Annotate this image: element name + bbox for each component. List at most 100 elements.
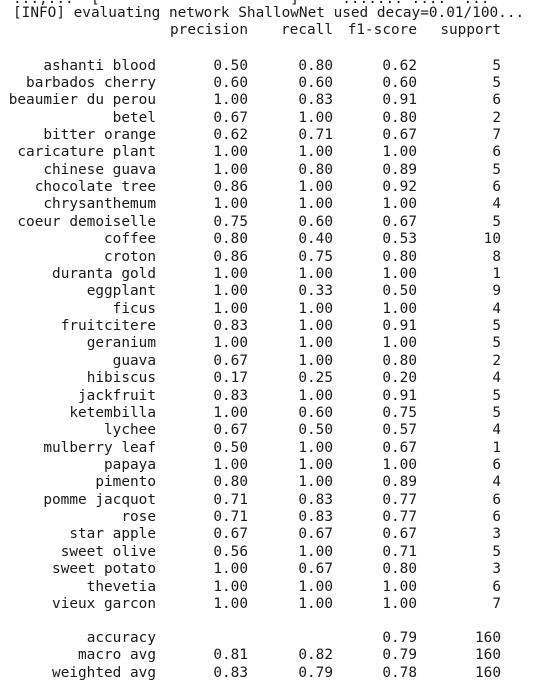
table-row: croton 0.86 0.75 0.80 8 <box>0 249 536 266</box>
recall-value: 1.00 <box>298 457 333 473</box>
precision-value: 0.71 <box>213 509 248 526</box>
support-value: 5 <box>492 335 501 352</box>
precision-value: 1.00 <box>213 196 248 213</box>
precision-value: 0.80 <box>213 474 248 491</box>
f1-score-value: 0.89 <box>382 161 417 178</box>
support-value: 160 <box>475 664 501 681</box>
support-value: 4 <box>492 300 501 317</box>
f1-score-value: 0.62 <box>382 57 417 74</box>
table-row: bitter orange 0.62 0.71 0.67 7 <box>0 127 536 144</box>
summary-row: accuracy 0.79 160 <box>0 630 536 647</box>
recall-value: 0.60 <box>298 404 333 421</box>
precision-value: 0.83 <box>213 387 248 404</box>
table-row: eggplant 1.00 0.33 0.50 9 <box>0 283 536 300</box>
support-value: 2 <box>492 352 501 369</box>
class-label: star apple <box>69 526 156 543</box>
precision-header: precision <box>170 22 248 38</box>
f1-score-value: 0.57 <box>382 422 417 439</box>
class-label: eggplant <box>86 283 156 300</box>
recall-value: 0.82 <box>298 647 333 664</box>
f1-score-value: 0.91 <box>382 318 417 335</box>
f1-score-value: 0.71 <box>382 543 417 560</box>
table-row: duranta gold 1.00 1.00 1.00 1 <box>0 266 536 283</box>
support-value: 7 <box>492 595 501 612</box>
f1-score-header: f1-score <box>347 22 417 38</box>
class-label: accuracy <box>86 630 156 646</box>
f1-score-value: 0.80 <box>382 352 417 369</box>
table-row: vieux garcon 1.00 1.00 1.00 7 <box>0 596 536 613</box>
f1-score-value: 1.00 <box>382 265 417 282</box>
support-value: 6 <box>492 457 501 473</box>
class-label: croton <box>104 248 156 265</box>
summary-row: weighted avg 0.83 0.79 0.78 160 <box>0 665 536 682</box>
precision-value: 1.00 <box>213 457 248 473</box>
table-row: geranium 1.00 1.00 1.00 5 <box>0 335 536 352</box>
recall-value: 0.33 <box>298 283 333 300</box>
table-row: guava 0.67 1.00 0.80 2 <box>0 353 536 370</box>
recall-value: 1.00 <box>298 352 333 369</box>
f1-score-value: 0.91 <box>382 92 417 109</box>
table-row: sweet potato 1.00 0.67 0.80 3 <box>0 561 536 578</box>
support-header: support <box>440 22 501 38</box>
f1-score-value: 0.79 <box>382 647 417 664</box>
precision-value: 0.75 <box>213 213 248 230</box>
support-value: 10 <box>483 231 501 248</box>
table-row: mulberry leaf 0.50 1.00 0.67 1 <box>0 440 536 457</box>
precision-value: 1.00 <box>213 144 248 161</box>
f1-score-value: 0.53 <box>382 231 417 248</box>
f1-score-value: 0.75 <box>382 404 417 421</box>
class-label: betel <box>112 109 156 126</box>
support-value: 160 <box>475 630 501 646</box>
table-row: barbados cherry 0.60 0.60 0.60 5 <box>0 75 536 92</box>
precision-value: 0.56 <box>213 543 248 560</box>
partial-progress-line: ...,... [ ] -- ....... .... ... <box>13 0 490 8</box>
precision-value: 0.67 <box>213 109 248 126</box>
class-label: rose <box>121 509 156 526</box>
f1-score-value: 0.20 <box>382 370 417 387</box>
support-value: 5 <box>492 404 501 421</box>
table-row: fruitcitere 0.83 1.00 0.91 5 <box>0 318 536 335</box>
recall-value: 1.00 <box>298 474 333 491</box>
table-row: star apple 0.67 0.67 0.67 3 <box>0 526 536 543</box>
f1-score-value: 0.67 <box>382 526 417 543</box>
recall-value: 0.60 <box>298 74 333 91</box>
support-value: 4 <box>492 370 501 387</box>
precision-value: 0.67 <box>213 352 248 369</box>
table-row: coffee 0.80 0.40 0.53 10 <box>0 231 536 248</box>
support-value: 1 <box>492 439 501 456</box>
class-label: ficus <box>112 300 156 317</box>
support-value: 5 <box>492 318 501 335</box>
support-value: 7 <box>492 126 501 143</box>
recall-value: 0.67 <box>298 526 333 543</box>
recall-value: 1.00 <box>298 300 333 317</box>
table-row: pimento 0.80 1.00 0.89 4 <box>0 474 536 491</box>
table-row: ashanti blood 0.50 0.80 0.62 5 <box>0 58 536 75</box>
table-row: ficus 1.00 1.00 1.00 4 <box>0 301 536 318</box>
precision-value: 1.00 <box>213 578 248 595</box>
recall-value: 0.75 <box>298 248 333 265</box>
recall-value: 0.83 <box>298 92 333 109</box>
support-value: 6 <box>492 92 501 109</box>
precision-value: 0.67 <box>213 422 248 439</box>
recall-value: 1.00 <box>298 318 333 335</box>
f1-score-value: 0.78 <box>382 664 417 681</box>
class-label: thevetia <box>86 578 156 595</box>
f1-score-value: 0.89 <box>382 474 417 491</box>
recall-value: 1.00 <box>298 335 333 352</box>
table-row: coeur demoiselle 0.75 0.60 0.67 5 <box>0 214 536 231</box>
f1-score-value: 0.80 <box>382 248 417 265</box>
support-value: 5 <box>492 74 501 91</box>
table-row: thevetia 1.00 1.00 1.00 6 <box>0 579 536 596</box>
support-value: 2 <box>492 109 501 126</box>
support-value: 6 <box>492 491 501 508</box>
recall-value: 1.00 <box>298 179 333 196</box>
support-value: 5 <box>492 543 501 560</box>
table-row: chocolate tree 0.86 1.00 0.92 6 <box>0 179 536 196</box>
recall-value: 1.00 <box>298 387 333 404</box>
support-value: 160 <box>475 647 501 664</box>
precision-value: 1.00 <box>213 300 248 317</box>
recall-value: 0.60 <box>298 213 333 230</box>
precision-value: 1.00 <box>213 265 248 282</box>
f1-score-value: 0.92 <box>382 179 417 196</box>
recall-value: 0.83 <box>298 509 333 526</box>
